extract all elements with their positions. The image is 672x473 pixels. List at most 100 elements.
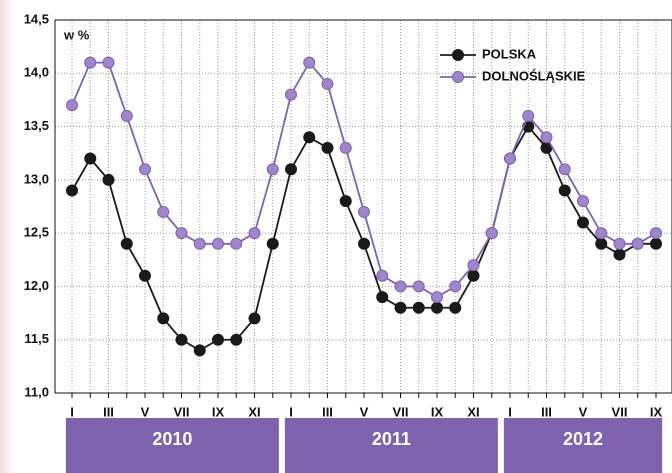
plot-frame <box>54 19 672 394</box>
edge-shade <box>0 0 14 473</box>
x-tick-label: IX <box>431 404 444 419</box>
series-point <box>485 227 498 240</box>
series-point <box>376 269 389 282</box>
x-tick-label: V <box>141 404 150 419</box>
series-point <box>120 109 133 122</box>
year-label: 2012 <box>563 429 603 449</box>
series-point <box>102 56 115 69</box>
series-point <box>650 237 662 250</box>
y-tick-label: 11,0 <box>24 384 49 399</box>
x-tick-label: IX <box>650 404 663 419</box>
legend-label: DOLNOŚLĄSKIE <box>482 68 586 83</box>
year-label: 2011 <box>372 429 411 449</box>
series-point <box>650 227 662 240</box>
y-tick-label: 14,5 <box>24 11 49 26</box>
series-point <box>266 237 279 250</box>
series-point <box>595 227 608 240</box>
series-point <box>248 312 261 325</box>
series-point <box>522 109 535 122</box>
series-point <box>66 99 78 112</box>
series-point <box>449 301 462 314</box>
series-point <box>394 301 407 314</box>
series-point <box>157 205 170 218</box>
series-point <box>285 163 297 176</box>
series-point <box>558 184 571 197</box>
year-label: 2010 <box>152 429 192 449</box>
series-point <box>394 280 407 293</box>
x-tick-label: I <box>508 404 512 419</box>
legend-marker <box>452 49 464 61</box>
y-tick-label: 13,5 <box>24 118 49 133</box>
x-tick-label: I <box>70 404 74 419</box>
x-tick-label: VII <box>393 404 409 419</box>
series-point <box>412 280 425 293</box>
y-tick-label: 12,5 <box>24 225 49 240</box>
series-point <box>139 269 151 282</box>
series-point <box>248 227 261 240</box>
x-tick-label: IX <box>212 404 225 419</box>
x-tick-label: I <box>289 404 293 419</box>
series-point <box>193 344 206 357</box>
series-point <box>595 237 608 250</box>
legend-label: POLSKA <box>482 46 537 61</box>
x-tick-label: VII <box>174 404 190 419</box>
x-tick-label: XI <box>248 404 260 419</box>
series-point <box>577 216 589 229</box>
series-point <box>157 312 170 325</box>
series-point <box>577 195 589 208</box>
series-point <box>230 237 243 250</box>
series-point <box>431 291 443 304</box>
y-tick-label: 11,5 <box>24 331 49 346</box>
series-point <box>66 184 78 197</box>
x-tick-label: III <box>541 404 552 419</box>
series-point <box>376 291 389 304</box>
series-point <box>339 195 352 208</box>
y-tick-label: 13,0 <box>24 171 49 186</box>
series-point <box>431 301 443 314</box>
x-tick-label: V <box>360 404 369 419</box>
series-point <box>303 131 316 144</box>
x-tick-label: XI <box>467 404 479 419</box>
series-point <box>193 237 206 250</box>
series-point <box>321 77 334 90</box>
series-point <box>212 237 224 250</box>
series-point <box>540 131 553 144</box>
x-tick-label: III <box>103 404 114 419</box>
series-point <box>613 237 626 250</box>
series-point <box>120 237 133 250</box>
series-point <box>558 163 571 176</box>
x-tick-label: III <box>322 404 333 419</box>
y-tick-label: 12,0 <box>24 278 49 293</box>
series-point <box>175 333 188 346</box>
series-point <box>84 152 97 165</box>
series-point <box>230 333 243 346</box>
year-band <box>284 418 498 473</box>
x-tick-label: V <box>579 404 588 419</box>
y-axis-label: w % <box>63 27 90 42</box>
year-band <box>503 418 663 473</box>
series-point <box>321 141 334 154</box>
series-point <box>84 56 97 69</box>
series-point <box>504 152 516 165</box>
y-tick-label: 14,0 <box>24 65 49 80</box>
series-point <box>631 237 644 250</box>
series-point <box>412 301 425 314</box>
year-band <box>65 418 279 473</box>
series-point <box>339 141 352 154</box>
series-point <box>358 237 370 250</box>
series-point <box>212 333 224 346</box>
series-point <box>303 56 316 69</box>
series-point <box>266 163 279 176</box>
x-tick-label: VII <box>612 404 628 419</box>
series-point <box>358 205 370 218</box>
series-point <box>175 227 188 240</box>
series-point <box>285 88 297 101</box>
series-point <box>449 280 462 293</box>
series-point <box>467 259 480 272</box>
series-point <box>139 163 151 176</box>
legend-marker <box>452 71 464 83</box>
series-point <box>467 269 480 282</box>
series-point <box>102 173 115 186</box>
series-point <box>613 248 626 261</box>
